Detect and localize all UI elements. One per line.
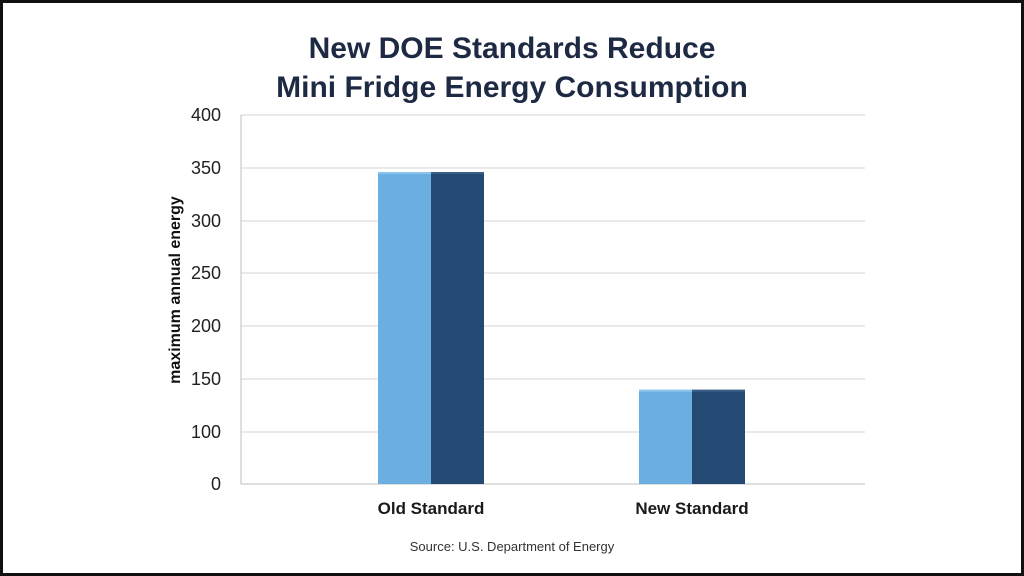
source-note: Source: U.S. Department of Energy [409,539,615,554]
y-tick-label: 100 [191,422,221,442]
bar-top-edge [692,389,745,392]
bar-top-edge [431,172,484,175]
y-tick-label: 400 [191,105,221,125]
bar-chart: 0 100 150 200 250 300 350 400 Old Standard New S… [167,105,865,518]
bar-light-0 [378,172,431,484]
bar-light-1 [639,389,692,484]
y-tick-label: 250 [191,263,221,283]
y-tick-label: 350 [191,158,221,178]
chart-title: New DOE Standards Reduce Mini Fridge Ene… [3,29,1021,107]
bars [378,172,745,484]
bar-top-edge [378,172,431,175]
y-tick-label: 300 [191,211,221,231]
chart-title-line-1: New DOE Standards Reduce [308,32,716,65]
chart-title-line-2: Mini Fridge Energy Consumption [276,71,748,104]
y-tick-label: 150 [191,369,221,389]
y-tick-label: 0 [211,474,221,494]
bar-top-edge [639,389,692,392]
x-category-label: Old Standard [378,499,485,518]
x-category-label: New Standard [635,499,748,518]
gridlines [240,114,865,485]
bar-dark-0 [431,172,484,484]
bar-dark-1 [692,389,745,484]
y-axis-label: maximum annual energy [167,196,184,384]
y-tick-labels: 0 100 150 200 250 300 350 400 [191,105,221,494]
y-tick-label: 200 [191,316,221,336]
x-category-labels: Old Standard New Standard [378,499,749,518]
